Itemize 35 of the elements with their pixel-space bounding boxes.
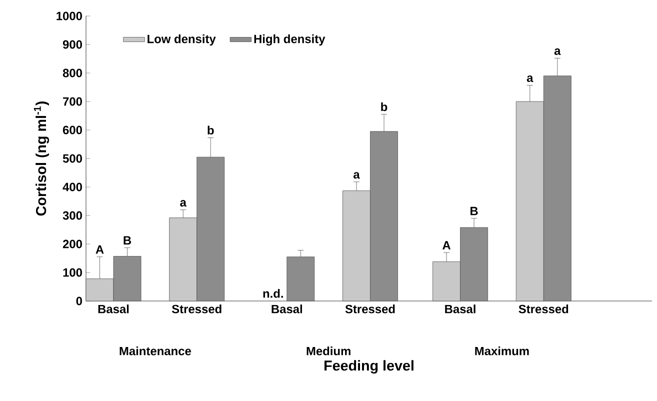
y-tick-label: 1000 bbox=[56, 12, 82, 20]
legend-label: High density bbox=[254, 34, 326, 46]
data-label: a bbox=[180, 200, 187, 207]
x-tick-label: Basal bbox=[272, 304, 302, 314]
data-label: b bbox=[381, 102, 388, 112]
text: Medium bbox=[306, 346, 350, 356]
y-tick-label: 100 bbox=[63, 268, 82, 277]
text: Maximum bbox=[475, 346, 529, 356]
data-label: a bbox=[526, 75, 534, 82]
y-tick-label: 400 bbox=[62, 182, 82, 192]
data-label: B bbox=[470, 206, 478, 216]
x-tick-label: Stressed bbox=[345, 304, 395, 314]
y-tick-label: 300 bbox=[62, 211, 82, 220]
y-tick-label: 500 bbox=[62, 154, 82, 163]
x-tick-label: Stressed bbox=[518, 304, 568, 314]
text: Maintenance bbox=[120, 346, 191, 356]
x-axis-title: Feeding level bbox=[324, 360, 414, 374]
y-tick-label: 800 bbox=[62, 68, 82, 78]
y-tick-label: 0 bbox=[76, 296, 82, 306]
legend-label: Low density bbox=[148, 34, 216, 46]
text: n.d. bbox=[263, 289, 283, 298]
data-label: a bbox=[554, 48, 561, 55]
data-label: b bbox=[208, 126, 214, 134]
data-label: B bbox=[124, 236, 132, 245]
y-tick-label: 700 bbox=[63, 97, 82, 106]
x-tick-label: Basal bbox=[445, 304, 476, 314]
data-label: a bbox=[354, 172, 360, 179]
x-tick-label: Basal bbox=[98, 304, 129, 314]
data-label: A bbox=[442, 241, 451, 250]
x-tick-label: Stressed bbox=[172, 304, 222, 314]
data-label: A bbox=[96, 245, 104, 254]
y-axis-title: Cortisol (ng ml$^{-1}$) bbox=[34, 102, 50, 216]
y-tick-label: 200 bbox=[62, 240, 82, 248]
y-tick-label: 600 bbox=[62, 126, 82, 134]
y-tick-label: 900 bbox=[62, 40, 82, 49]
